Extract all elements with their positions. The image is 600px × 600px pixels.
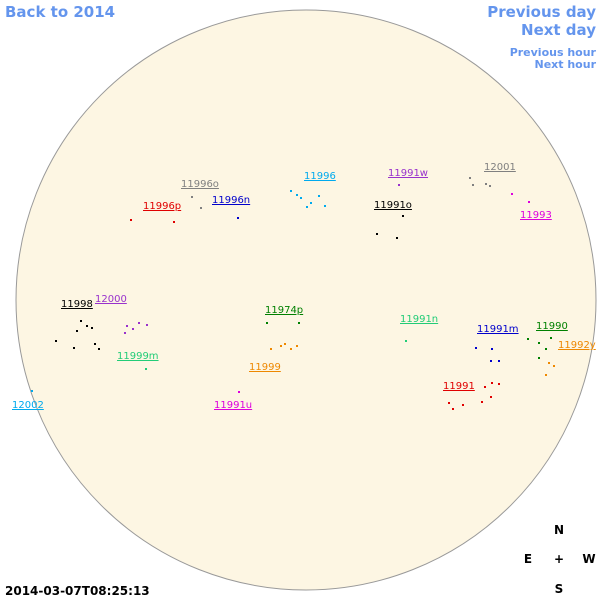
region-label: 11996 [304,171,336,182]
compass-center: + [554,552,564,566]
sunspot [266,322,268,324]
sunspot [124,332,126,334]
sunspot [396,237,398,239]
sunspot [491,382,493,384]
region-label: 11991o [374,200,412,211]
previous-day-link[interactable]: Previous day [487,3,596,21]
region-label: 11974p [265,305,303,316]
sunspot [94,343,96,345]
sunspot [296,194,298,196]
sunspot [491,348,493,350]
sunspot [284,343,286,345]
compass-s: S [555,582,564,596]
sunspot [138,322,140,324]
sunspot [528,201,530,203]
sunspot [145,368,147,370]
region-label: 11999 [249,362,281,373]
sunspot [306,206,308,208]
previous-hour-link[interactable]: Previous hour [510,46,597,59]
sunspot [76,330,78,332]
sunspot [80,320,82,322]
sunspot [173,221,175,223]
region-label: 12001 [484,162,516,173]
sunspot [490,360,492,362]
sunspot [318,195,320,197]
region-label: 11991m [477,324,519,335]
sunspot [484,386,486,388]
next-hour-link[interactable]: Next hour [535,58,597,71]
sunspot [73,347,75,349]
sunspot [300,197,302,199]
region-label: 11996o [181,179,219,190]
sunspot [290,348,292,350]
sunspot [398,184,400,186]
region-label: 11992y [558,340,596,351]
sunspot [498,383,500,385]
sunspot [126,325,128,327]
sunspot [475,347,477,349]
sunspot [545,348,547,350]
sunspot [296,345,298,347]
sunspot [527,338,529,340]
sunspot [511,193,513,195]
region-label: 11991w [388,168,428,179]
sunspot [405,340,407,342]
sunspot [548,362,550,364]
sunspot [86,325,88,327]
next-day-link[interactable]: Next day [521,21,596,39]
sunspot [146,324,148,326]
region-label: 11990 [536,321,568,332]
region-label: 11996n [212,195,250,206]
region-label: 11999m [117,351,159,362]
sunspot [538,357,540,359]
region-label: 11991 [443,381,475,392]
sunspot [402,215,404,217]
region-label: 11991n [400,314,438,325]
sunspot [481,401,483,403]
sunspot [462,404,464,406]
sunspot [132,328,134,330]
region-label: 11998 [61,299,93,310]
sunspot [469,177,471,179]
compass-e: E [524,552,532,566]
sunspot [448,402,450,404]
region-label: 11996p [143,201,181,212]
sunspot [55,340,57,342]
sunspot [290,190,292,192]
solar-disk [15,9,597,591]
sunspot [91,327,93,329]
sunspot [472,184,474,186]
sunspot [200,207,202,209]
sunspot [498,360,500,362]
sunspot [191,196,193,198]
sunspot [298,322,300,324]
sunspot [237,217,239,219]
sunspot [238,391,240,393]
sunspot [270,348,272,350]
sunspot [452,408,454,410]
sunspot [490,396,492,398]
sunspot [485,183,487,185]
compass-n: N [554,523,564,537]
compass-w: W [582,552,595,566]
sunspot [130,219,132,221]
sunspot [324,205,326,207]
sunspot [553,365,555,367]
back-link[interactable]: Back to 2014 [5,3,115,21]
timestamp: 2014-03-07T08:25:13 [5,584,150,598]
sunspot [376,233,378,235]
sunspot [538,342,540,344]
region-label: 12002 [12,400,44,411]
sunspot [550,337,552,339]
region-label: 11991u [214,400,252,411]
sunspot [31,390,33,392]
sunspot [280,345,282,347]
region-label: 11993 [520,210,552,221]
sunspot [489,185,491,187]
sunspot [310,202,312,204]
sunspot [98,348,100,350]
region-label: 12000 [95,294,127,305]
sunspot [545,374,547,376]
